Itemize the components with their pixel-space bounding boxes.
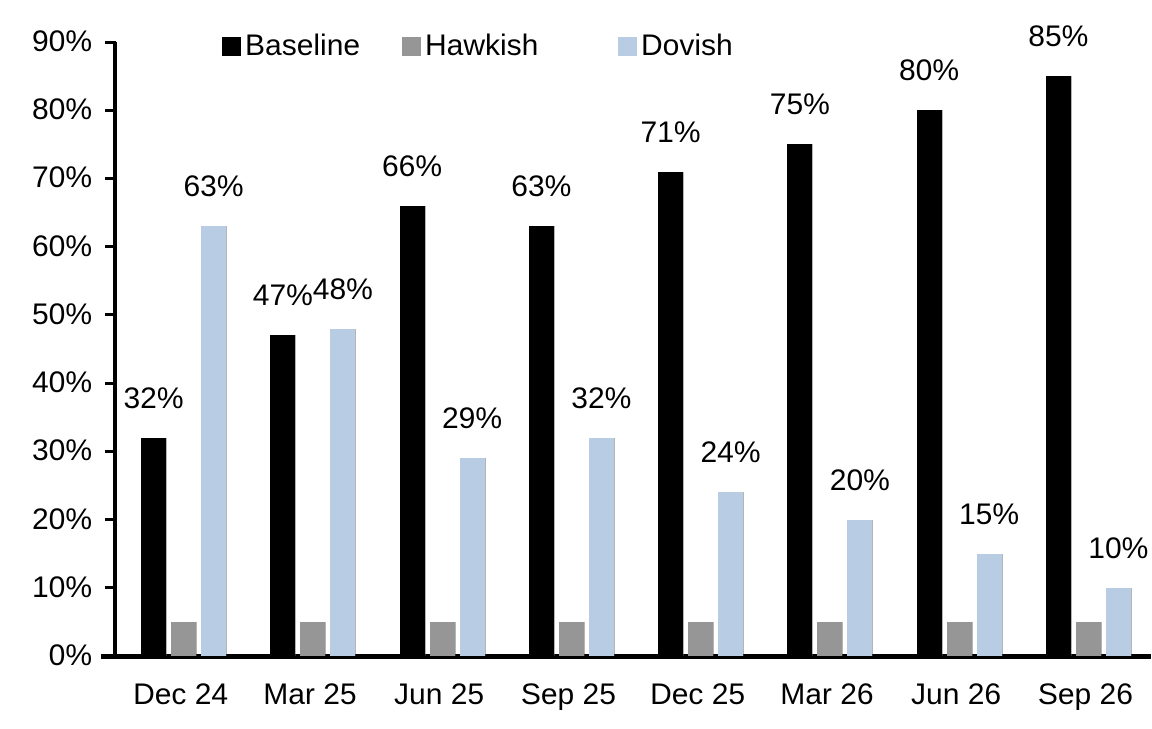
bar-label-baseline-dec-25: 71% [640, 115, 701, 149]
legend-label-hawkish: Hawkish [425, 29, 539, 62]
bar-baseline-mar-25 [270, 335, 296, 656]
y-tick-20 [105, 518, 116, 522]
bar-label-dovish-mar-26: 20% [829, 463, 890, 497]
bar-label-dovish-jun-25: 29% [441, 402, 503, 436]
bar-dovish-mar-25 [330, 328, 356, 656]
legend-swatch-hawkish-icon [402, 36, 421, 56]
bar-label-dovish-sep-25: 32% [571, 381, 632, 415]
y-tick-label-80: 80% [31, 93, 92, 127]
legend-swatch-baseline-icon [222, 36, 241, 56]
y-axis-line [113, 42, 117, 659]
bar-label-baseline-dec-24: 32% [123, 381, 184, 415]
y-tick-10 [105, 586, 116, 590]
bar-baseline-sep-26 [1045, 76, 1071, 656]
bar-dovish-dec-24 [201, 226, 226, 656]
bar-hawkish-jun-25 [429, 621, 455, 656]
bar-label-baseline-sep-26: 85% [1028, 20, 1089, 54]
x-axis-label-mar-26: Mar 26 [780, 678, 874, 711]
x-axis-line [101, 654, 1151, 659]
bar-dovish-dec-25 [718, 492, 743, 656]
legend-label-baseline: Baseline [245, 29, 361, 62]
y-tick-60 [105, 245, 116, 249]
y-tick-40 [105, 381, 116, 385]
bar-hawkish-dec-25 [688, 621, 713, 656]
y-tick-label-0: 0% [48, 639, 92, 672]
bar-baseline-mar-26 [787, 144, 813, 656]
y-tick-0 [105, 654, 116, 658]
bar-dovish-mar-26 [847, 519, 873, 656]
y-tick-label-60: 60% [31, 229, 92, 263]
x-axis-label-mar-25: Mar 25 [263, 678, 357, 711]
x-axis-label-sep-26: Sep 26 [1037, 678, 1133, 711]
bar-hawkish-mar-26 [817, 621, 843, 656]
legend-item-hawkish: Hawkish [402, 29, 538, 63]
bar-baseline-dec-25 [658, 171, 683, 656]
y-tick-50 [105, 313, 116, 317]
y-tick-70 [105, 176, 116, 180]
x-axis-label-jun-25: Jun 25 [394, 678, 485, 711]
bar-hawkish-sep-26 [1075, 621, 1101, 656]
bar-label-baseline-jun-25: 66% [381, 149, 443, 183]
bar-baseline-jun-25 [399, 205, 425, 656]
bar-dovish-jun-26 [976, 553, 1002, 656]
x-axis-label-sep-25: Sep 25 [520, 678, 616, 711]
y-tick-label-40: 40% [31, 366, 92, 400]
y-tick-label-30: 30% [31, 434, 92, 468]
y-tick-label-70: 70% [31, 161, 92, 195]
y-tick-80 [105, 108, 116, 112]
legend-item-dovish: Dovish [618, 29, 733, 63]
y-tick-label-20: 20% [31, 502, 92, 536]
bar-label-dovish-sep-26: 10% [1088, 531, 1149, 565]
bar-hawkish-jun-26 [946, 621, 972, 656]
bar-baseline-jun-26 [916, 110, 942, 656]
bar-dovish-sep-25 [588, 437, 614, 656]
bar-dovish-jun-25 [459, 458, 485, 656]
legend-item-baseline: Baseline [222, 29, 360, 63]
x-axis-label-dec-24: Dec 24 [133, 678, 229, 711]
bar-label-dovish-mar-25: 48% [312, 272, 373, 306]
bar-hawkish-dec-24 [171, 621, 196, 656]
x-axis-label-dec-25: Dec 25 [650, 678, 746, 711]
bar-label-dovish-dec-25: 24% [700, 436, 761, 470]
bar-label-baseline-sep-25: 63% [511, 170, 572, 204]
bar-label-baseline-jun-26: 80% [898, 54, 960, 88]
legend-swatch-dovish-icon [618, 36, 637, 56]
bar-dovish-sep-26 [1105, 587, 1131, 656]
bar-label-dovish-jun-26: 15% [958, 497, 1020, 531]
y-tick-label-50: 50% [31, 297, 92, 331]
x-axis-label-jun-26: Jun 26 [911, 678, 1002, 711]
bar-label-baseline-mar-25: 47% [252, 279, 313, 313]
bar-hawkish-sep-25 [558, 621, 584, 656]
legend-label-dovish: Dovish [641, 29, 733, 62]
y-tick-label-90: 90% [31, 25, 92, 58]
bar-hawkish-mar-25 [300, 621, 326, 656]
y-tick-label-10: 10% [31, 570, 92, 604]
bar-baseline-dec-24 [141, 437, 166, 656]
bar-label-dovish-dec-24: 63% [183, 170, 244, 204]
bar-baseline-sep-25 [528, 226, 554, 656]
y-tick-90 [105, 40, 116, 44]
y-tick-30 [105, 449, 116, 453]
bar-label-baseline-mar-26: 75% [769, 88, 830, 122]
